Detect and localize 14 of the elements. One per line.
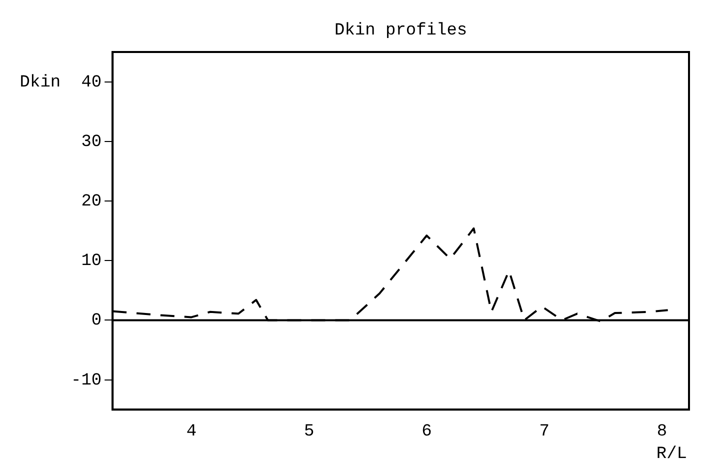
y-tick-label: 10	[81, 252, 102, 272]
x-tick-label: 7	[539, 422, 550, 442]
y-tick-label: -10	[70, 371, 102, 390]
chart-title: Dkin profiles	[334, 22, 468, 40]
y-tick-label: 30	[81, 132, 102, 152]
x-tick-label: 5	[304, 422, 314, 442]
x-axis-title: R/L	[656, 445, 687, 464]
y-tick-label: 20	[81, 192, 102, 212]
x-tick-label: 8	[656, 422, 668, 442]
y-tick-label: 0	[91, 312, 102, 331]
x-tick-label: 6	[422, 422, 432, 442]
x-tick-label: 4	[186, 422, 197, 442]
y-tick-label: 40	[81, 73, 102, 92]
y-axis-title: Dkin	[20, 74, 61, 92]
